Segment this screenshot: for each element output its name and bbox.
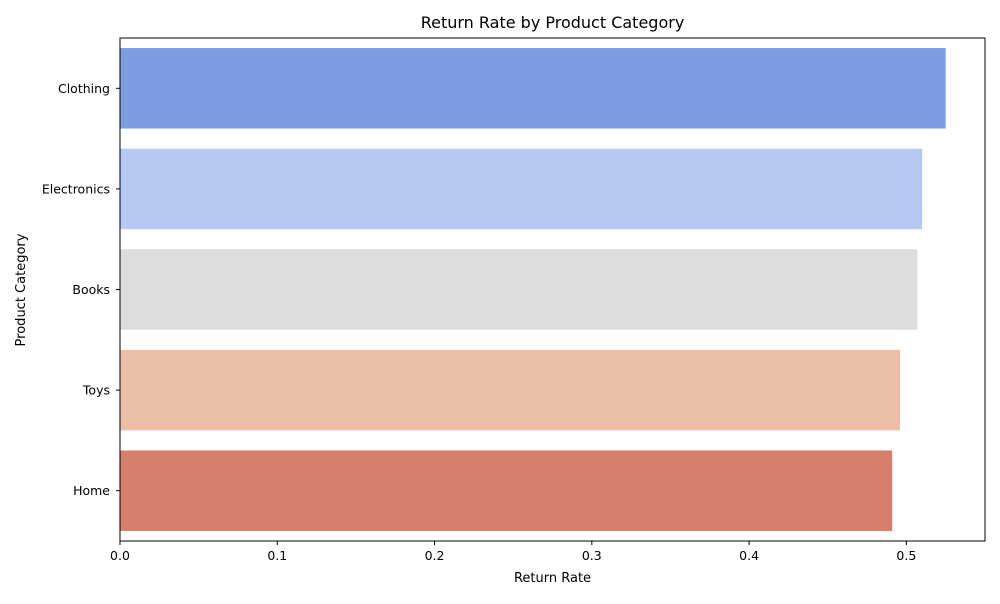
x-tick-label: 0.1 [267,548,287,563]
plot-frame [119,37,986,542]
y-axis-label: Product Category [14,233,29,346]
chart-title: Return Rate by Product Category [421,13,685,32]
x-tick-label: 0.3 [582,548,602,563]
y-tick-label: Toys [82,383,110,398]
y-tick-label: Electronics [42,181,110,196]
x-axis-ticks: 0.0 0.1 0.2 0.3 0.4 0.5 [110,541,916,563]
bar-books [120,249,918,330]
x-tick-label: 0.4 [739,548,759,563]
x-tick-label: 0.2 [425,548,445,563]
x-tick-label: 0.0 [110,548,130,563]
bar-toys [120,349,901,431]
x-tick-label: 0.5 [896,548,916,563]
y-tick-label: Home [73,483,110,498]
y-tick-label: Clothing [58,81,110,96]
bar-home [120,450,893,531]
bars-group [120,48,946,531]
x-axis-label: Return Rate [514,571,591,586]
bar-clothing [120,48,946,129]
y-tick-label: Books [72,282,110,297]
bar-electronics [120,148,923,230]
y-axis-ticks: Clothing Electronics Books Toys Home [42,81,120,498]
